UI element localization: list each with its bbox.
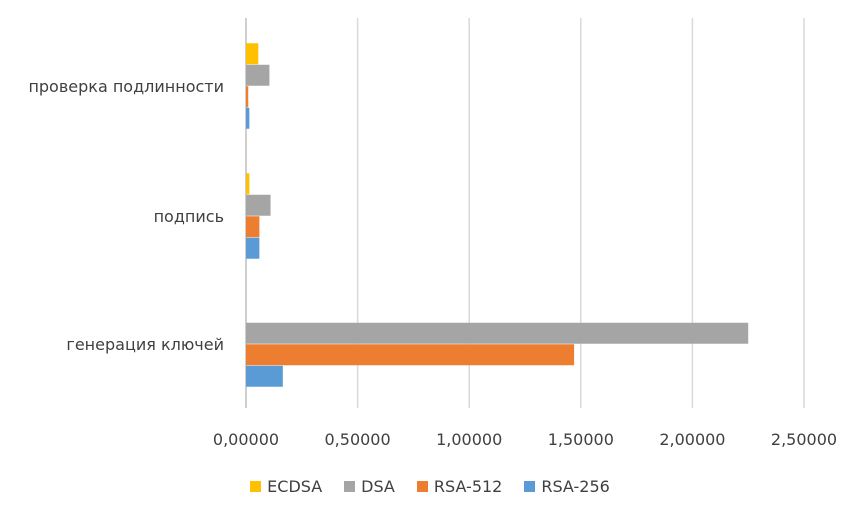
x-tick-label: 0,00000 <box>213 430 279 449</box>
category-label: проверка подлинности <box>28 77 224 96</box>
legend-item-rsa-512: RSA-512 <box>416 476 503 496</box>
tick-labels: 0,00000 0,50000 1,00000 1,50000 2,00000 2,500… <box>213 430 837 449</box>
x-tick-label: 1,00000 <box>436 430 502 449</box>
bar-dsa <box>246 194 271 216</box>
bar-rsa-512 <box>246 216 260 238</box>
x-tick-label: 2,50000 <box>771 430 837 449</box>
legend-label: RSA-512 <box>433 476 503 496</box>
legend-swatch <box>416 480 428 492</box>
legend-label: RSA-256 <box>541 476 610 496</box>
bar-rsa-256 <box>246 107 250 129</box>
legend-label: ECDSA <box>267 476 323 496</box>
category-label: генерация ключей <box>66 335 224 354</box>
legend-swatch <box>524 480 536 492</box>
bar-rsa-512 <box>246 86 249 108</box>
legend-label: DSA <box>361 476 395 496</box>
category-label: подпись <box>154 207 224 226</box>
legend-swatch <box>344 480 356 492</box>
bar-dsa <box>246 64 270 86</box>
legend-item-ecdsa: ECDSA <box>250 477 322 496</box>
bar-ecdsa <box>246 43 259 65</box>
legend-item-rsa-256: RSA-256 <box>524 476 610 496</box>
x-tick-label: 1,50000 <box>548 430 614 449</box>
bar-rsa-256 <box>246 237 260 259</box>
legend: ECDSA DSA RSA-512 RSA-256 <box>0 474 860 498</box>
bars <box>246 43 749 387</box>
x-tick-label: 2,00000 <box>659 430 725 449</box>
x-tick-label: 0,50000 <box>325 430 391 449</box>
legend-swatch <box>250 480 262 492</box>
bar-rsa-512 <box>246 344 575 366</box>
category-labels: генерация ключей подпись проверка подлинно… <box>28 77 224 354</box>
bar-dsa <box>246 322 749 344</box>
bar-rsa-256 <box>246 365 283 387</box>
bar-ecdsa <box>246 173 250 195</box>
legend-item-dsa: DSA <box>344 477 395 496</box>
